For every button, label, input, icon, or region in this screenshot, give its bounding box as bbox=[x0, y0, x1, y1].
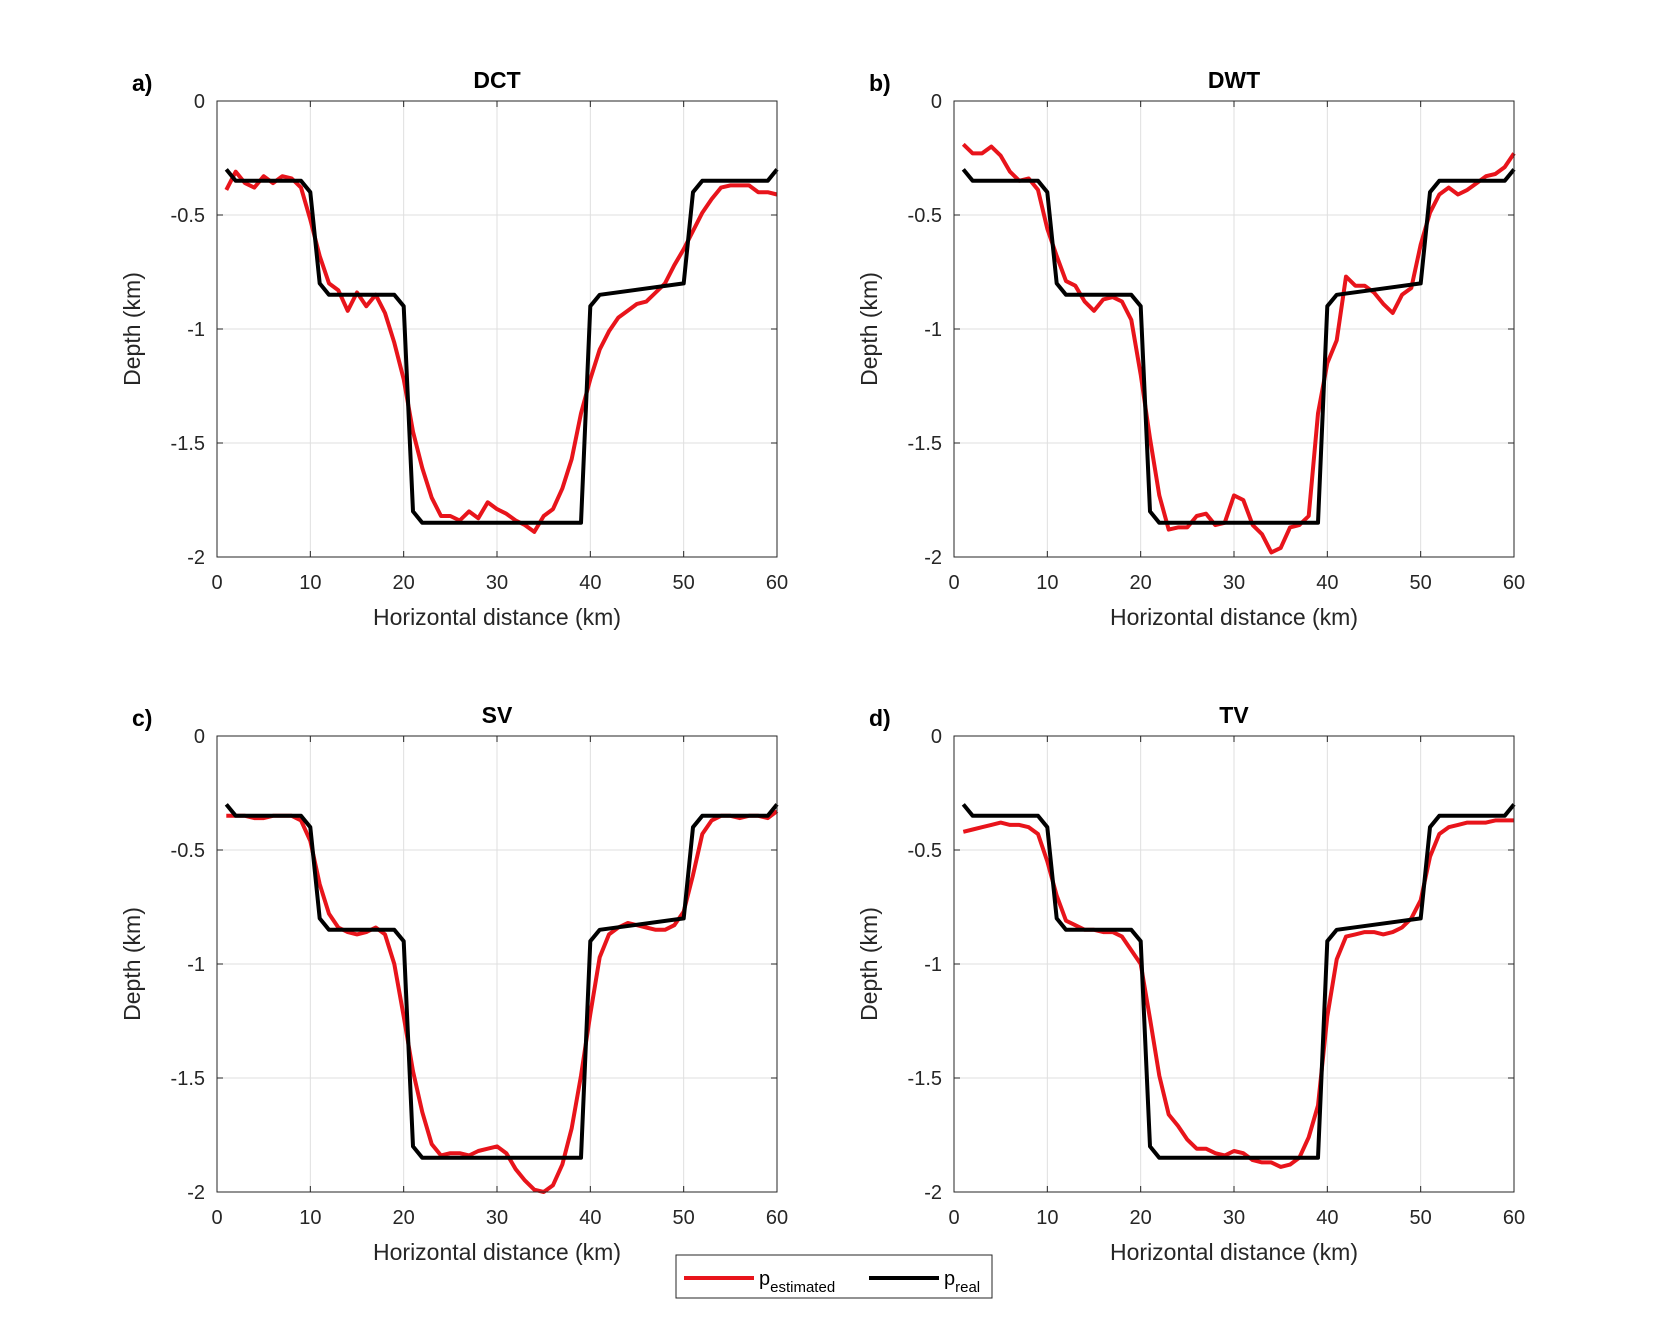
panel-dwt-ytick-label-2: -2 bbox=[924, 547, 942, 569]
panel-dct-ytick-label-0: 0 bbox=[194, 91, 205, 113]
panel-dct-series-p-real bbox=[224, 168, 779, 525]
panel-tv-xtick-label-30: 30 bbox=[1223, 1207, 1245, 1229]
panel-sv-xlabel: Horizontal distance (km) bbox=[373, 1239, 621, 1265]
panel-dct-letter: a) bbox=[132, 70, 152, 96]
legend-label-p-real: preal bbox=[944, 1268, 980, 1296]
panel-sv-xtick-label-20: 20 bbox=[393, 1207, 415, 1229]
panel-dct-ytick-label-1: -1 bbox=[187, 319, 205, 341]
panel-dct: 0 10 20 30 40 50 60 0 -0.5 -1 -1.5 -2 Horizontal dis… bbox=[119, 67, 788, 630]
panel-dct-xlabel: Horizontal distance (km) bbox=[373, 604, 621, 630]
panel-tv-ytick-label-2: -2 bbox=[924, 1182, 942, 1204]
panel-dct-ytick-label-0-5: -0.5 bbox=[171, 205, 205, 227]
panel-tv-xtick-label-0: 0 bbox=[948, 1207, 959, 1229]
legend-label-p-estimated-main: p bbox=[759, 1268, 770, 1290]
panel-dct-xtick-label-0: 0 bbox=[211, 572, 222, 594]
legend-box bbox=[675, 1254, 993, 1299]
panel-dct-xtick-label-40: 40 bbox=[579, 572, 601, 594]
panel-sv-ytick-label-1: -1 bbox=[187, 954, 205, 976]
panel-dwt-xtick-label-60: 60 bbox=[1503, 572, 1525, 594]
legend-label-p-estimated: pestimated bbox=[759, 1268, 835, 1296]
panel-tv-xtick-label-20: 20 bbox=[1130, 1207, 1152, 1229]
panel-sv-xtick-label-40: 40 bbox=[579, 1207, 601, 1229]
panel-dct-ytick-label-1-5: -1.5 bbox=[171, 433, 205, 455]
panel-sv-ytick-label-0: 0 bbox=[194, 726, 205, 748]
panel-tv-ytick-label-0-5: -0.5 bbox=[908, 840, 942, 862]
panel-tv-ytick-label-1: -1 bbox=[924, 954, 942, 976]
panel-tv-ytick-label-1-5: -1.5 bbox=[908, 1068, 942, 1090]
panel-dwt-xtick-label-40: 40 bbox=[1316, 572, 1338, 594]
panel-sv-letter: c) bbox=[132, 705, 152, 731]
panel-dct-xtick-label-10: 10 bbox=[299, 572, 321, 594]
panel-sv-xtick-label-60: 60 bbox=[766, 1207, 788, 1229]
panel-sv-ylabel: Depth (km) bbox=[119, 907, 145, 1021]
panel-sv-title: SV bbox=[482, 702, 513, 728]
panel-dwt-ytick-label-0-5: -0.5 bbox=[908, 205, 942, 227]
panel-dct-xtick-label-30: 30 bbox=[486, 572, 508, 594]
panel-sv-ytick-label-1-5: -1.5 bbox=[171, 1068, 205, 1090]
panel-tv-ytick-label-0: 0 bbox=[931, 726, 942, 748]
panel-dwt-ylabel: Depth (km) bbox=[856, 272, 882, 386]
panel-dwt: 0 10 20 30 40 50 60 0 -0.5 -1 -1.5 -2 Horizontal dis… bbox=[856, 67, 1525, 630]
panel-sv-series-p-real bbox=[224, 803, 779, 1160]
panel-dwt-xlabel: Horizontal distance (km) bbox=[1110, 604, 1358, 630]
panels: 0 10 20 30 40 50 60 0 -0.5 -1 -1.5 -2 Horizontal dis… bbox=[119, 67, 1525, 1265]
panel-dwt-series-p-real bbox=[961, 168, 1516, 525]
panel-tv-xlabel: Horizontal distance (km) bbox=[1110, 1239, 1358, 1265]
panel-sv-xtick-label-10: 10 bbox=[299, 1207, 321, 1229]
legend: pestimated preal bbox=[675, 1254, 993, 1299]
panel-tv-xtick-label-50: 50 bbox=[1410, 1207, 1432, 1229]
panel-dct-title: DCT bbox=[473, 67, 520, 93]
panel-tv-ylabel: Depth (km) bbox=[856, 907, 882, 1021]
panel-sv: 0 10 20 30 40 50 60 0 -0.5 -1 -1.5 -2 Horizontal dis… bbox=[119, 702, 788, 1265]
legend-label-p-real-sub: real bbox=[955, 1279, 980, 1296]
panel-sv-ytick-label-2: -2 bbox=[187, 1182, 205, 1204]
panel-tv-xtick-label-60: 60 bbox=[1503, 1207, 1525, 1229]
panel-dwt-letter: b) bbox=[869, 70, 891, 96]
panel-sv-ytick-label-0-5: -0.5 bbox=[171, 840, 205, 862]
panel-dct-xtick-label-60: 60 bbox=[766, 572, 788, 594]
panel-tv-title: TV bbox=[1219, 702, 1249, 728]
panel-dwt-xtick-label-30: 30 bbox=[1223, 572, 1245, 594]
panel-dct-ytick-label-2: -2 bbox=[187, 547, 205, 569]
panel-dwt-xtick-label-50: 50 bbox=[1410, 572, 1432, 594]
panel-dwt-ytick-label-0: 0 bbox=[931, 91, 942, 113]
panel-dwt-ytick-label-1-5: -1.5 bbox=[908, 433, 942, 455]
panel-sv-xtick-label-0: 0 bbox=[211, 1207, 222, 1229]
panel-dct-xtick-label-50: 50 bbox=[673, 572, 695, 594]
panel-tv-xtick-label-40: 40 bbox=[1316, 1207, 1338, 1229]
panel-sv-xtick-label-30: 30 bbox=[486, 1207, 508, 1229]
panel-dwt-ytick-label-1: -1 bbox=[924, 319, 942, 341]
panel-dwt-xtick-label-20: 20 bbox=[1130, 572, 1152, 594]
panel-dct-ylabel: Depth (km) bbox=[119, 272, 145, 386]
panel-dwt-xtick-label-10: 10 bbox=[1036, 572, 1058, 594]
legend-label-p-real-main: p bbox=[944, 1268, 955, 1290]
legend-label-p-estimated-sub: estimated bbox=[770, 1279, 835, 1296]
panel-dwt-title: DWT bbox=[1208, 67, 1260, 93]
panel-dct-xtick-label-20: 20 bbox=[393, 572, 415, 594]
panel-dwt-xtick-label-0: 0 bbox=[948, 572, 959, 594]
panel-sv-xtick-label-50: 50 bbox=[673, 1207, 695, 1229]
panel-tv-series-p-real bbox=[961, 803, 1516, 1160]
panel-tv-letter: d) bbox=[869, 705, 891, 731]
panel-tv: 0 10 20 30 40 50 60 0 -0.5 -1 -1.5 -2 Horizontal dis… bbox=[856, 702, 1525, 1265]
panel-tv-xtick-label-10: 10 bbox=[1036, 1207, 1058, 1229]
